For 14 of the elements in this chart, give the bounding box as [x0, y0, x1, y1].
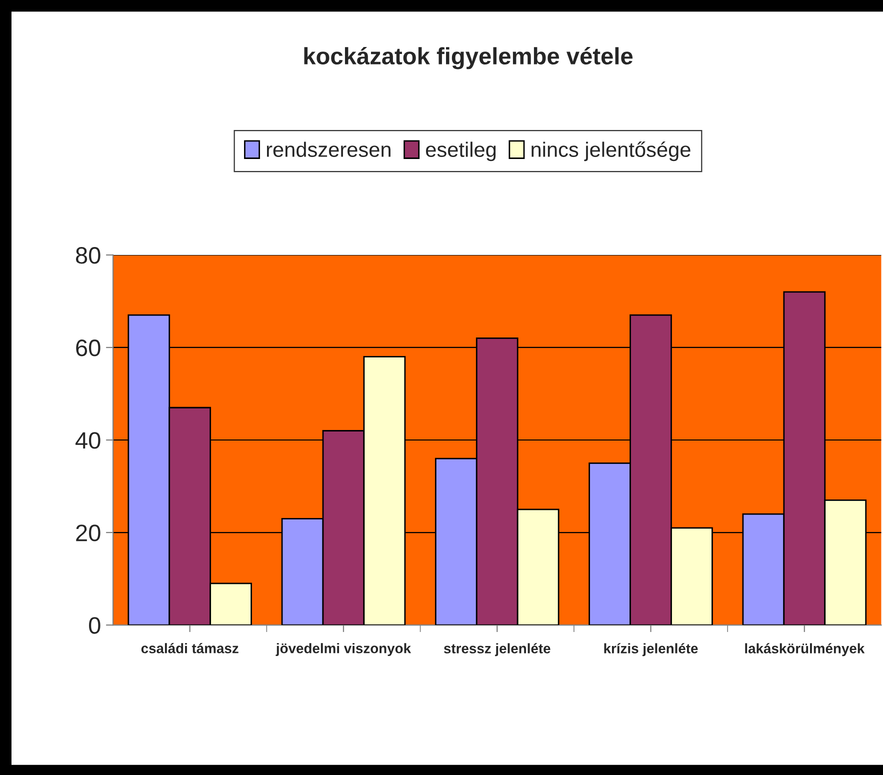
x-tick-label: családi támasz	[141, 642, 238, 654]
y-tick-label: 20	[76, 524, 100, 542]
x-tick-label: lakáskörülmények	[745, 643, 865, 656]
x-tick-label: krízis jelenléte	[604, 643, 698, 656]
legend-label: esetileg	[426, 142, 496, 162]
y-tick-label: 40	[76, 432, 100, 449]
y-tick-label: 80	[76, 247, 100, 264]
y-tick-label: 0	[89, 617, 100, 634]
legend-label: rendszeresen	[266, 142, 390, 157]
x-tick-label: jövedelmi viszonyok	[276, 643, 412, 656]
legend-label: nincs jelentősége	[532, 141, 690, 162]
chart-title: kockázatok figyelembe vétele	[304, 46, 633, 70]
y-tick-label: 60	[76, 340, 100, 356]
x-tick-label: stressz jelenléte	[444, 643, 550, 656]
